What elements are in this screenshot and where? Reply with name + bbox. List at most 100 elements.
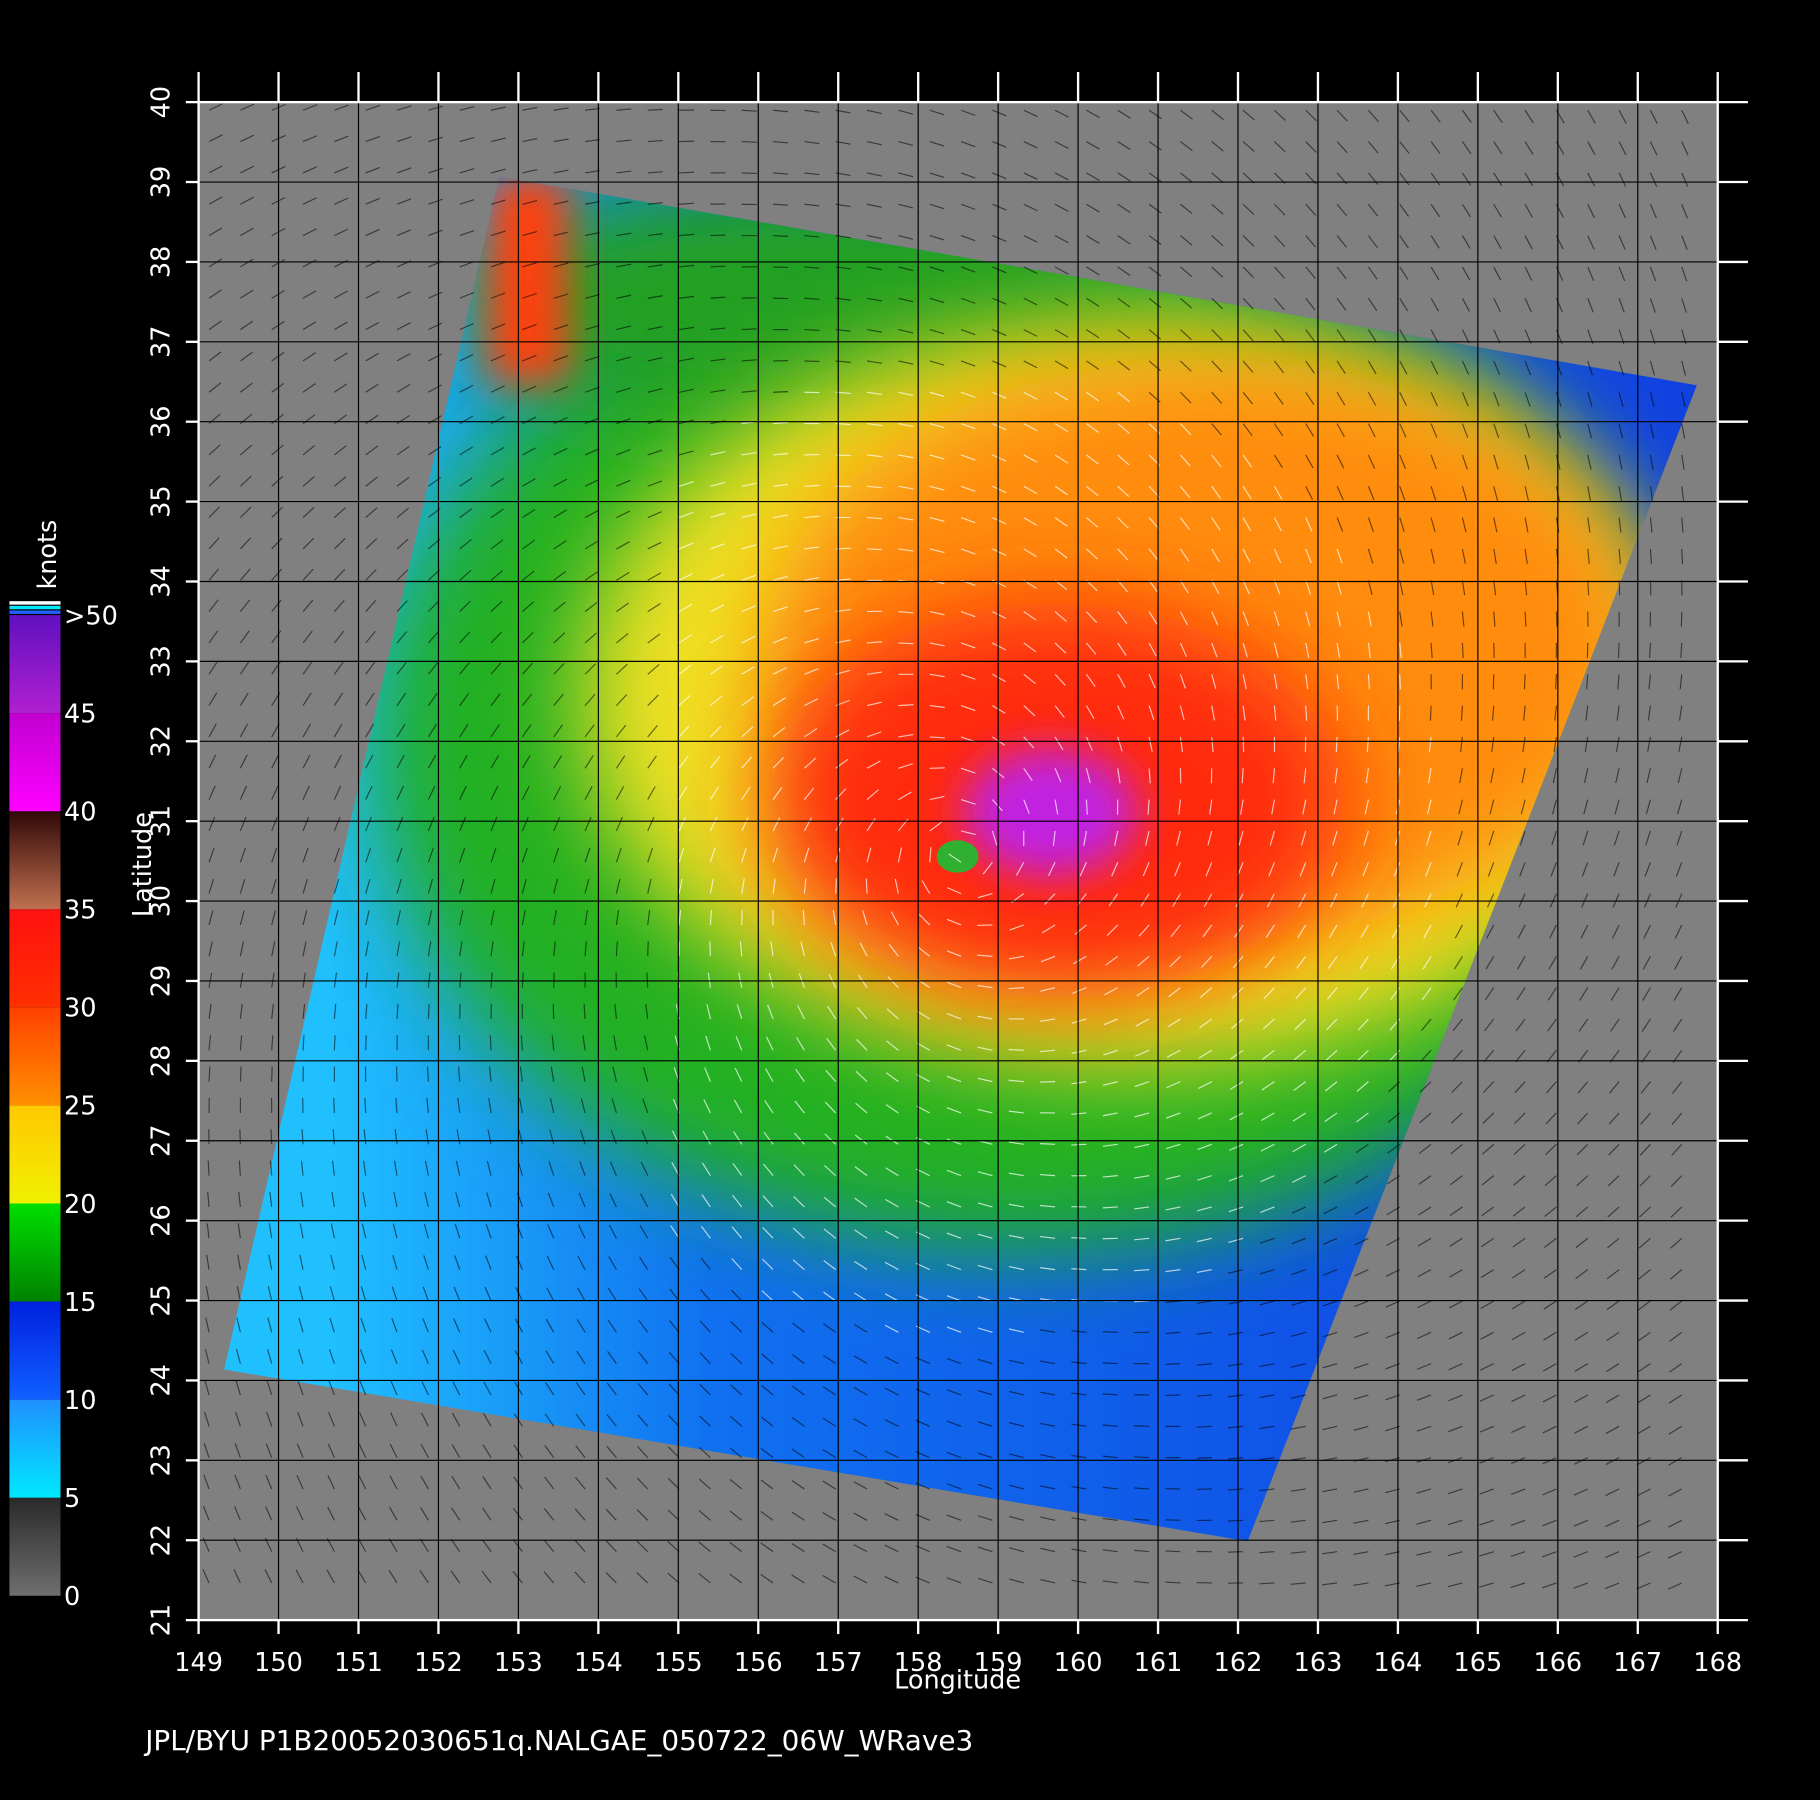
wind-barb xyxy=(1134,1206,1150,1210)
y-axis-label: Latitude xyxy=(128,812,158,917)
wind-barb xyxy=(1305,580,1312,595)
wind-barb xyxy=(1587,548,1590,565)
wind-barb xyxy=(1512,1206,1526,1217)
wind-barb xyxy=(1134,1175,1150,1179)
wind-barb xyxy=(482,1444,492,1458)
wind-barb xyxy=(960,423,976,430)
wind-barb xyxy=(977,893,993,899)
wind-barb xyxy=(1305,360,1315,374)
wind-barb xyxy=(302,1003,306,1020)
wind-barb xyxy=(792,1354,805,1365)
wind-barb xyxy=(1228,1425,1244,1429)
colorbar-tick-label: 25 xyxy=(64,1092,96,1122)
wind-barb xyxy=(1542,1394,1557,1403)
wind-barb xyxy=(1587,486,1592,502)
wind-barb xyxy=(615,724,627,738)
wind-barb xyxy=(1649,141,1658,156)
wind-barb xyxy=(773,235,789,237)
wind-barb xyxy=(1678,705,1683,721)
y-tick-label: 34 xyxy=(147,565,177,597)
wind-barb xyxy=(237,1223,241,1239)
wind-barb xyxy=(1086,548,1098,560)
wind-barb xyxy=(1420,1049,1432,1062)
wind-barb xyxy=(1071,1330,1087,1333)
wind-barb xyxy=(1180,360,1192,372)
wind-barb xyxy=(490,847,497,863)
wind-barb xyxy=(700,1289,711,1302)
wind-barb xyxy=(298,1317,304,1333)
wind-barb xyxy=(866,731,882,738)
wind-barb xyxy=(421,1412,429,1427)
wind-barb xyxy=(553,941,556,957)
wind-barb xyxy=(1513,1175,1526,1186)
wind-barb xyxy=(1668,1488,1683,1497)
wind-barb xyxy=(1291,1269,1306,1276)
wind-barb xyxy=(457,1066,461,1082)
wind-barb xyxy=(206,1223,210,1239)
wind-barb xyxy=(391,1286,398,1302)
wind-barb xyxy=(1133,1487,1150,1490)
wind-barb xyxy=(1482,1081,1495,1093)
wind-barb xyxy=(240,351,253,362)
wind-barb xyxy=(1166,1049,1181,1058)
wind-barb xyxy=(1576,1175,1589,1187)
wind-barb xyxy=(1117,141,1131,151)
wind-barb xyxy=(1426,799,1432,815)
wind-barb xyxy=(1618,392,1624,407)
wind-barb xyxy=(459,539,472,550)
wind-barb xyxy=(578,1224,586,1239)
wind-barb xyxy=(1357,1049,1369,1062)
wind-barb xyxy=(1211,329,1223,341)
wind-barb xyxy=(1117,611,1128,624)
wind-barb xyxy=(1259,1425,1275,1430)
wind-barb xyxy=(267,1317,273,1333)
wind-barb xyxy=(1605,1363,1620,1373)
wind-barb xyxy=(208,258,223,268)
wind-barb xyxy=(522,478,536,487)
wind-barb xyxy=(1180,235,1193,246)
wind-barb xyxy=(741,328,757,331)
wind-barb xyxy=(1399,454,1407,470)
wind-barb xyxy=(731,1226,743,1239)
wind-barb xyxy=(610,1129,617,1145)
wind-barb xyxy=(423,1255,429,1270)
wind-barb xyxy=(1240,799,1244,815)
wind-barb xyxy=(1419,1112,1432,1124)
wind-barb xyxy=(1681,517,1684,533)
wind-barb xyxy=(898,517,914,521)
wind-barb xyxy=(1165,1550,1181,1553)
wind-barb xyxy=(1649,360,1656,376)
wind-barb xyxy=(1649,548,1653,565)
wind-barb xyxy=(1481,1206,1495,1217)
wind-barb xyxy=(898,454,914,459)
wind-barb xyxy=(1546,1081,1557,1094)
wind-barb xyxy=(1079,862,1087,877)
wind-barb xyxy=(1322,1269,1338,1276)
wind-barb xyxy=(1117,517,1129,529)
wind-barb xyxy=(1399,642,1402,659)
wind-barb xyxy=(450,1570,461,1584)
wind-barb xyxy=(1040,1485,1056,1490)
wind-barb xyxy=(898,642,914,645)
wind-barb xyxy=(553,324,569,331)
wind-barb xyxy=(1649,392,1655,408)
wind-barb xyxy=(543,1508,555,1521)
wind-barb xyxy=(239,1003,243,1020)
wind-barb xyxy=(1211,517,1221,531)
wind-barb xyxy=(1269,830,1275,846)
wind-barb xyxy=(1353,1519,1369,1524)
wind-barb xyxy=(1039,1173,1056,1177)
wind-barb xyxy=(1228,1331,1244,1336)
wind-barb xyxy=(992,109,1007,117)
wind-barb xyxy=(519,1098,523,1114)
wind-barb xyxy=(1273,423,1284,437)
wind-barb xyxy=(365,600,377,612)
wind-barb xyxy=(1669,1331,1683,1342)
wind-barb xyxy=(395,1097,398,1114)
wind-barb xyxy=(992,705,1006,714)
wind-barb xyxy=(1133,1269,1150,1272)
wind-barb xyxy=(584,909,589,926)
wind-barb xyxy=(1618,172,1627,187)
wind-barb xyxy=(946,950,962,957)
wind-barb xyxy=(667,1478,680,1490)
